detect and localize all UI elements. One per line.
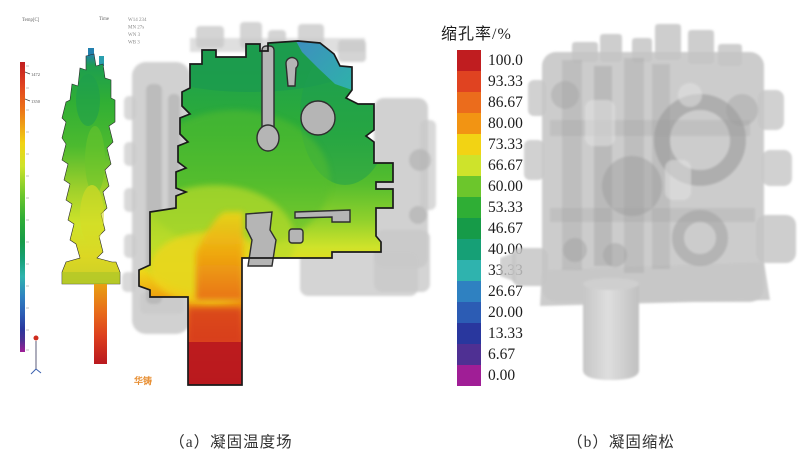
legend-entry: 0.00: [457, 365, 551, 386]
legend-color-chip: [457, 302, 481, 323]
svg-text:WN 3: WN 3: [128, 33, 141, 38]
legend-color-chip: [457, 113, 481, 134]
porosity-legend: 缩孔率/% 100.0 93.33 86.67 80.00 73.33: [441, 20, 551, 386]
legend-color-chip: [457, 239, 481, 260]
caption-panel-b: （b）凝固缩松: [567, 434, 675, 451]
mini-scale-title: Temp[C]: [22, 18, 40, 23]
legend-entry: 86.67: [457, 92, 551, 113]
legend-entry: 46.67: [457, 218, 551, 239]
legend-entry: 53.33: [457, 197, 551, 218]
legend-value-label: 6.67: [488, 346, 516, 363]
axes-icon: [30, 335, 42, 375]
mini-time-label: Time: [99, 17, 109, 22]
caption-panel-a: （a）凝固温度场: [169, 434, 293, 451]
legend-entry: 100.0: [457, 50, 551, 71]
legend-entry: 93.33: [457, 71, 551, 92]
mold-core-holes: [245, 45, 351, 267]
legend-value-label: 53.33: [488, 199, 523, 216]
watermark-logo: 华铸: [134, 375, 152, 386]
tiny-marker-1: 1472: [31, 72, 40, 77]
legend-value-label: 80.00: [488, 115, 523, 132]
legend-color-chip: [457, 365, 481, 386]
legend-entry: 80.00: [457, 113, 551, 134]
sprue-cylinder: [583, 278, 639, 380]
legend-value-label: 13.33: [488, 325, 523, 342]
legend-value-label: 0.00: [488, 367, 516, 384]
legend-value-label: 93.33: [488, 73, 523, 90]
panel-a-temperature-field: 1472 1350 Temp[C] Time W14 234 MN 27s WN…: [20, 17, 436, 386]
legend-value-label: 46.67: [488, 220, 523, 237]
svg-text:MN 27s: MN 27s: [128, 26, 144, 31]
legend-color-chip: [457, 50, 481, 71]
legend-entry: 60.00: [457, 176, 551, 197]
legend-value-label: 86.67: [488, 94, 523, 111]
panel-b-shrinkage-view: [500, 24, 796, 380]
legend-value-label: 66.67: [488, 157, 523, 174]
legend-entry: 20.00: [457, 302, 551, 323]
legend-color-chip: [457, 155, 481, 176]
legend-value-label: 26.67: [488, 283, 523, 300]
legend-color-chip: [457, 323, 481, 344]
legend-title: 缩孔率/%: [441, 26, 512, 43]
legend-color-chip: [457, 260, 481, 281]
legend-entry: 13.33: [457, 323, 551, 344]
legend-color-chip: [457, 218, 481, 239]
legend-rows: 100.0 93.33 86.67 80.00 73.33 66.67: [457, 50, 551, 386]
svg-text:W14 234: W14 234: [128, 18, 147, 23]
legend-color-chip: [457, 197, 481, 218]
legend-color-chip: [457, 281, 481, 302]
engine-block-xray: [500, 24, 796, 380]
mini-3d-temperature-view: [61, 48, 121, 364]
legend-color-chip: [457, 134, 481, 155]
legend-color-chip: [457, 344, 481, 365]
legend-color-chip: [457, 71, 481, 92]
legend-color-chip: [457, 92, 481, 113]
legend-entry: 66.67: [457, 155, 551, 176]
simulation-info-annotation: W14 234 MN 27s WN 3 WB 3: [128, 18, 147, 46]
legend-entry: 26.67: [457, 281, 551, 302]
legend-entry: 73.33: [457, 134, 551, 155]
legend-value-label: 73.33: [488, 136, 523, 153]
legend-value-label: 20.00: [488, 304, 523, 321]
svg-text:WB 3: WB 3: [128, 41, 140, 46]
legend-value-label: 60.00: [488, 178, 523, 195]
legend-entry: 6.67: [457, 344, 551, 365]
tiny-marker-2: 1350: [31, 99, 41, 104]
mini-temperature-colorbar: 1472 1350 Temp[C] Time: [20, 17, 109, 352]
legend-value-label: 100.0: [488, 52, 523, 69]
legend-color-chip: [457, 176, 481, 197]
